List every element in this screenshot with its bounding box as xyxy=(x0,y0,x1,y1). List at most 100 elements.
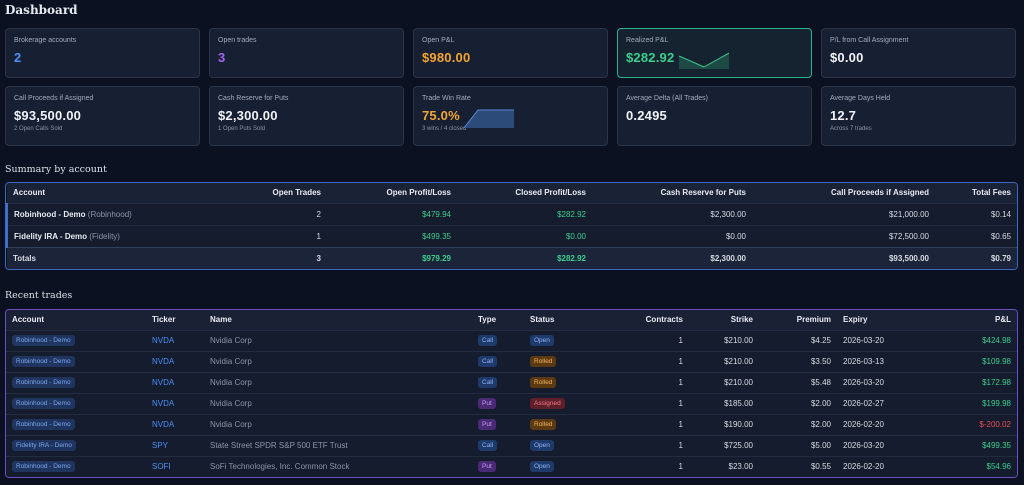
card-sub: Across 7 trades xyxy=(830,126,872,132)
type-cell: Put xyxy=(472,392,524,414)
card-average-delta[interactable]: Average Delta (All Trades) 0.2495 xyxy=(617,86,812,146)
fees-cell: $0.65 xyxy=(935,224,1017,247)
card-call-proceeds[interactable]: Call Proceeds if Assigned $93,500.00 2 O… xyxy=(5,86,200,146)
status-cell: Open xyxy=(524,434,609,456)
strike-cell: $190.00 xyxy=(689,413,759,435)
account-name: Fidelity IRA - Demo xyxy=(14,231,88,241)
card-value: $980.00 xyxy=(422,50,471,65)
fees-cell: $0.79 xyxy=(935,246,1017,269)
card-brokerage-accounts[interactable]: Brokerage accounts 2 xyxy=(5,28,200,78)
table-row[interactable]: Fidelity IRA - Demo (Fidelity) 1 $499.35… xyxy=(6,224,1017,247)
card-label: Brokerage accounts xyxy=(14,37,77,44)
col-contracts[interactable]: Contracts xyxy=(609,310,689,330)
table-row[interactable]: Robinhood - Demo SOFI SoFi Technologies, I… xyxy=(6,455,1017,477)
table-row[interactable]: Robinhood - Demo NVDA Nvidia Corp Put Assign… xyxy=(6,392,1017,414)
page-title: Dashboard xyxy=(5,3,78,17)
col-name[interactable]: Name xyxy=(204,310,472,330)
account-badge[interactable]: Robinhood - Demo xyxy=(12,398,75,409)
account-cell: Robinhood - Demo xyxy=(6,350,146,372)
card-realized-pl[interactable]: Realized P&L $282.92 xyxy=(617,28,812,78)
col-account[interactable]: Account xyxy=(7,183,227,203)
strike-cell: $23.00 xyxy=(689,455,759,477)
closed-pl-cell: $282.92 xyxy=(457,246,592,269)
card-average-days-held[interactable]: Average Days Held 12.7 Across 7 trades xyxy=(821,86,1016,146)
expiry-cell: 2026-03-20 xyxy=(837,371,917,393)
type-badge: Call xyxy=(478,335,498,346)
cash-reserve-cell: $2,300.00 xyxy=(592,246,752,269)
col-cash-reserve[interactable]: Cash Reserve for Puts xyxy=(592,183,752,203)
call-proceeds-cell: $21,000.00 xyxy=(752,202,935,225)
premium-cell: $5.48 xyxy=(759,371,837,393)
col-expiry[interactable]: Expiry xyxy=(837,310,917,330)
card-value: 12.7 xyxy=(830,108,857,123)
table-row[interactable]: Fidelity IRA - Demo SPY State Street SPDR … xyxy=(6,434,1017,456)
pl-cell: $54.96 xyxy=(917,455,1017,477)
account-badge[interactable]: Fidelity IRA - Demo xyxy=(12,440,76,451)
account-badge[interactable]: Robinhood - Demo xyxy=(12,377,75,388)
ticker-link[interactable]: SOFI xyxy=(146,455,204,477)
totals-row: Totals 3 $979.29 $282.92 $2,300.00 $93,5… xyxy=(7,246,1017,269)
status-cell: Open xyxy=(524,329,609,351)
type-cell: Call xyxy=(472,371,524,393)
col-open-pl[interactable]: Open Profit/Loss xyxy=(327,183,457,203)
ticker-link[interactable]: NVDA xyxy=(146,392,204,414)
type-cell: Put xyxy=(472,455,524,477)
open-trades-cell: 1 xyxy=(227,224,327,247)
premium-cell: $4.25 xyxy=(759,329,837,351)
ticker-link[interactable]: NVDA xyxy=(146,350,204,372)
type-cell: Call xyxy=(472,434,524,456)
card-label: Cash Reserve for Puts xyxy=(218,95,289,102)
table-row[interactable]: Robinhood - Demo NVDA Nvidia Corp Call Rolle… xyxy=(6,371,1017,393)
pl-cell: $-200.02 xyxy=(917,413,1017,435)
account-badge[interactable]: Robinhood - Demo xyxy=(12,356,75,367)
status-badge: Rolled xyxy=(530,377,557,388)
expiry-cell: 2026-03-20 xyxy=(837,329,917,351)
type-cell: Call xyxy=(472,350,524,372)
card-cash-reserve[interactable]: Cash Reserve for Puts $2,300.00 1 Open P… xyxy=(209,86,404,146)
col-call-proceeds[interactable]: Call Proceeds if Assigned xyxy=(752,183,935,203)
col-status[interactable]: Status xyxy=(524,310,609,330)
ticker-link[interactable]: SPY xyxy=(146,434,204,456)
table-row[interactable]: Robinhood - Demo NVDA Nvidia Corp Call Open 1… xyxy=(6,329,1017,351)
closed-pl-cell: $0.00 xyxy=(457,224,592,247)
col-open-trades[interactable]: Open Trades xyxy=(227,183,327,203)
card-call-assignment-pl[interactable]: P/L from Call Assignment $0.00 xyxy=(821,28,1016,78)
col-closed-pl[interactable]: Closed Profit/Loss xyxy=(457,183,592,203)
col-ticker[interactable]: Ticker xyxy=(146,310,204,330)
type-cell: Call xyxy=(472,329,524,351)
table-row[interactable]: Robinhood - Demo NVDA Nvidia Corp Put Rolled… xyxy=(6,413,1017,435)
col-account[interactable]: Account xyxy=(6,310,146,330)
contracts-cell: 1 xyxy=(609,371,689,393)
ticker-link[interactable]: NVDA xyxy=(146,413,204,435)
account-badge[interactable]: Robinhood - Demo xyxy=(12,419,75,430)
col-total-fees[interactable]: Total Fees xyxy=(935,183,1017,203)
ticker-link[interactable]: NVDA xyxy=(146,371,204,393)
account-cell: Robinhood - Demo xyxy=(6,371,146,393)
card-value: 0.2495 xyxy=(626,108,667,123)
card-open-trades[interactable]: Open trades 3 xyxy=(209,28,404,78)
call-proceeds-cell: $93,500.00 xyxy=(752,246,935,269)
card-label: Trade Win Rate xyxy=(422,95,471,102)
ticker-link[interactable]: NVDA xyxy=(146,329,204,351)
col-pl[interactable]: P&L xyxy=(917,310,1017,330)
card-open-pl[interactable]: Open P&L $980.00 xyxy=(413,28,608,78)
col-type[interactable]: Type xyxy=(472,310,524,330)
status-badge: Rolled xyxy=(530,419,557,430)
table-row[interactable]: Robinhood - Demo (Robinhood) 2 $479.94 $… xyxy=(6,202,1017,225)
account-badge[interactable]: Robinhood - Demo xyxy=(12,335,75,346)
account-badge[interactable]: Robinhood - Demo xyxy=(12,461,75,473)
account-name: Robinhood - Demo xyxy=(14,209,86,219)
status-cell: Rolled xyxy=(524,350,609,372)
card-win-rate[interactable]: Trade Win Rate 75.0% 3 wins / 4 closed xyxy=(413,86,608,146)
contracts-cell: 1 xyxy=(609,392,689,414)
fees-cell: $0.14 xyxy=(935,202,1017,225)
card-sub: 3 wins / 4 closed xyxy=(422,126,467,132)
status-badge: Assigned xyxy=(530,398,565,409)
col-strike[interactable]: Strike xyxy=(689,310,759,330)
broker-name: (Robinhood) xyxy=(87,209,132,219)
premium-cell: $2.00 xyxy=(759,392,837,414)
table-row[interactable]: Robinhood - Demo NVDA Nvidia Corp Call Rolle… xyxy=(6,350,1017,372)
card-value: 3 xyxy=(218,50,226,65)
col-premium[interactable]: Premium xyxy=(759,310,837,330)
pl-cell: $172.98 xyxy=(917,371,1017,393)
